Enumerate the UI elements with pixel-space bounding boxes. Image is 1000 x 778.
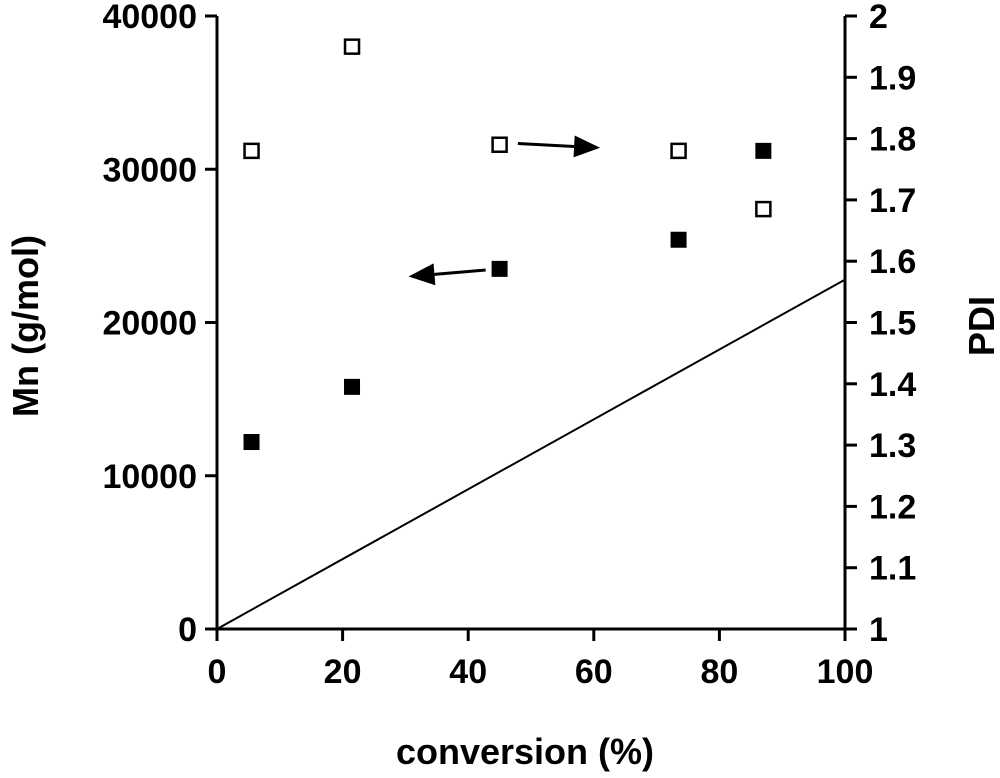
- y-right-tick-label: 1: [869, 611, 888, 649]
- x-axis-title: conversion (%): [396, 731, 654, 772]
- y-left-tick-label: 10000: [102, 458, 197, 496]
- mn-point: [243, 434, 260, 451]
- x-tick-label: 80: [700, 653, 738, 691]
- theoretical-mn-line: [216, 278, 846, 630]
- y-right-tick-label: 1.4: [869, 366, 916, 404]
- arrow-right-head: [573, 135, 601, 158]
- y-right-tick-label: 1.2: [869, 488, 916, 526]
- mn-point: [755, 142, 772, 159]
- pdi-point: [243, 142, 260, 160]
- x-tick-label: 60: [575, 653, 613, 691]
- y-right-tick-label: 1.8: [869, 121, 916, 159]
- ticks: 0 20 40 60 80 100 0 10000 20000 30000 40000 1 1.1 1.2…: [102, 0, 916, 691]
- chart-marks: [216, 38, 846, 630]
- pdi-point: [755, 200, 772, 218]
- pdi-point: [343, 38, 361, 55]
- arrow-right-shaft: [517, 142, 575, 148]
- y-axis-right-title: PDI: [961, 296, 1000, 356]
- x-tick-label: 20: [324, 653, 362, 691]
- y-left-tick-label: 40000: [102, 0, 197, 36]
- mn-point: [491, 260, 508, 277]
- y-right-tick-label: 1.9: [869, 59, 916, 97]
- x-tick-label: 40: [449, 653, 487, 691]
- y-axis-left-title: Mn (g/mol): [5, 235, 46, 417]
- y-right-tick-label: 2: [869, 0, 888, 36]
- y-left-tick-label: 20000: [102, 305, 197, 343]
- pdi-point: [491, 136, 508, 153]
- y-right-tick-label: 1.6: [869, 243, 916, 281]
- arrow-left-head: [408, 263, 436, 286]
- y-right-tick-label: 1.7: [869, 182, 916, 220]
- y-right-tick-label: 1.1: [869, 550, 916, 588]
- arrow-left-shaft: [434, 268, 486, 276]
- x-tick-label: 100: [817, 653, 874, 691]
- x-tick-label: 0: [208, 653, 227, 691]
- y-left-tick-label: 30000: [102, 151, 197, 189]
- axes: [215, 16, 847, 631]
- y-right-tick-label: 1.5: [869, 305, 916, 343]
- y-left-tick-label: 0: [178, 611, 197, 649]
- mn-point: [344, 378, 361, 395]
- pdi-point: [670, 142, 687, 160]
- mn-point: [670, 231, 687, 248]
- y-right-tick-label: 1.3: [869, 427, 916, 465]
